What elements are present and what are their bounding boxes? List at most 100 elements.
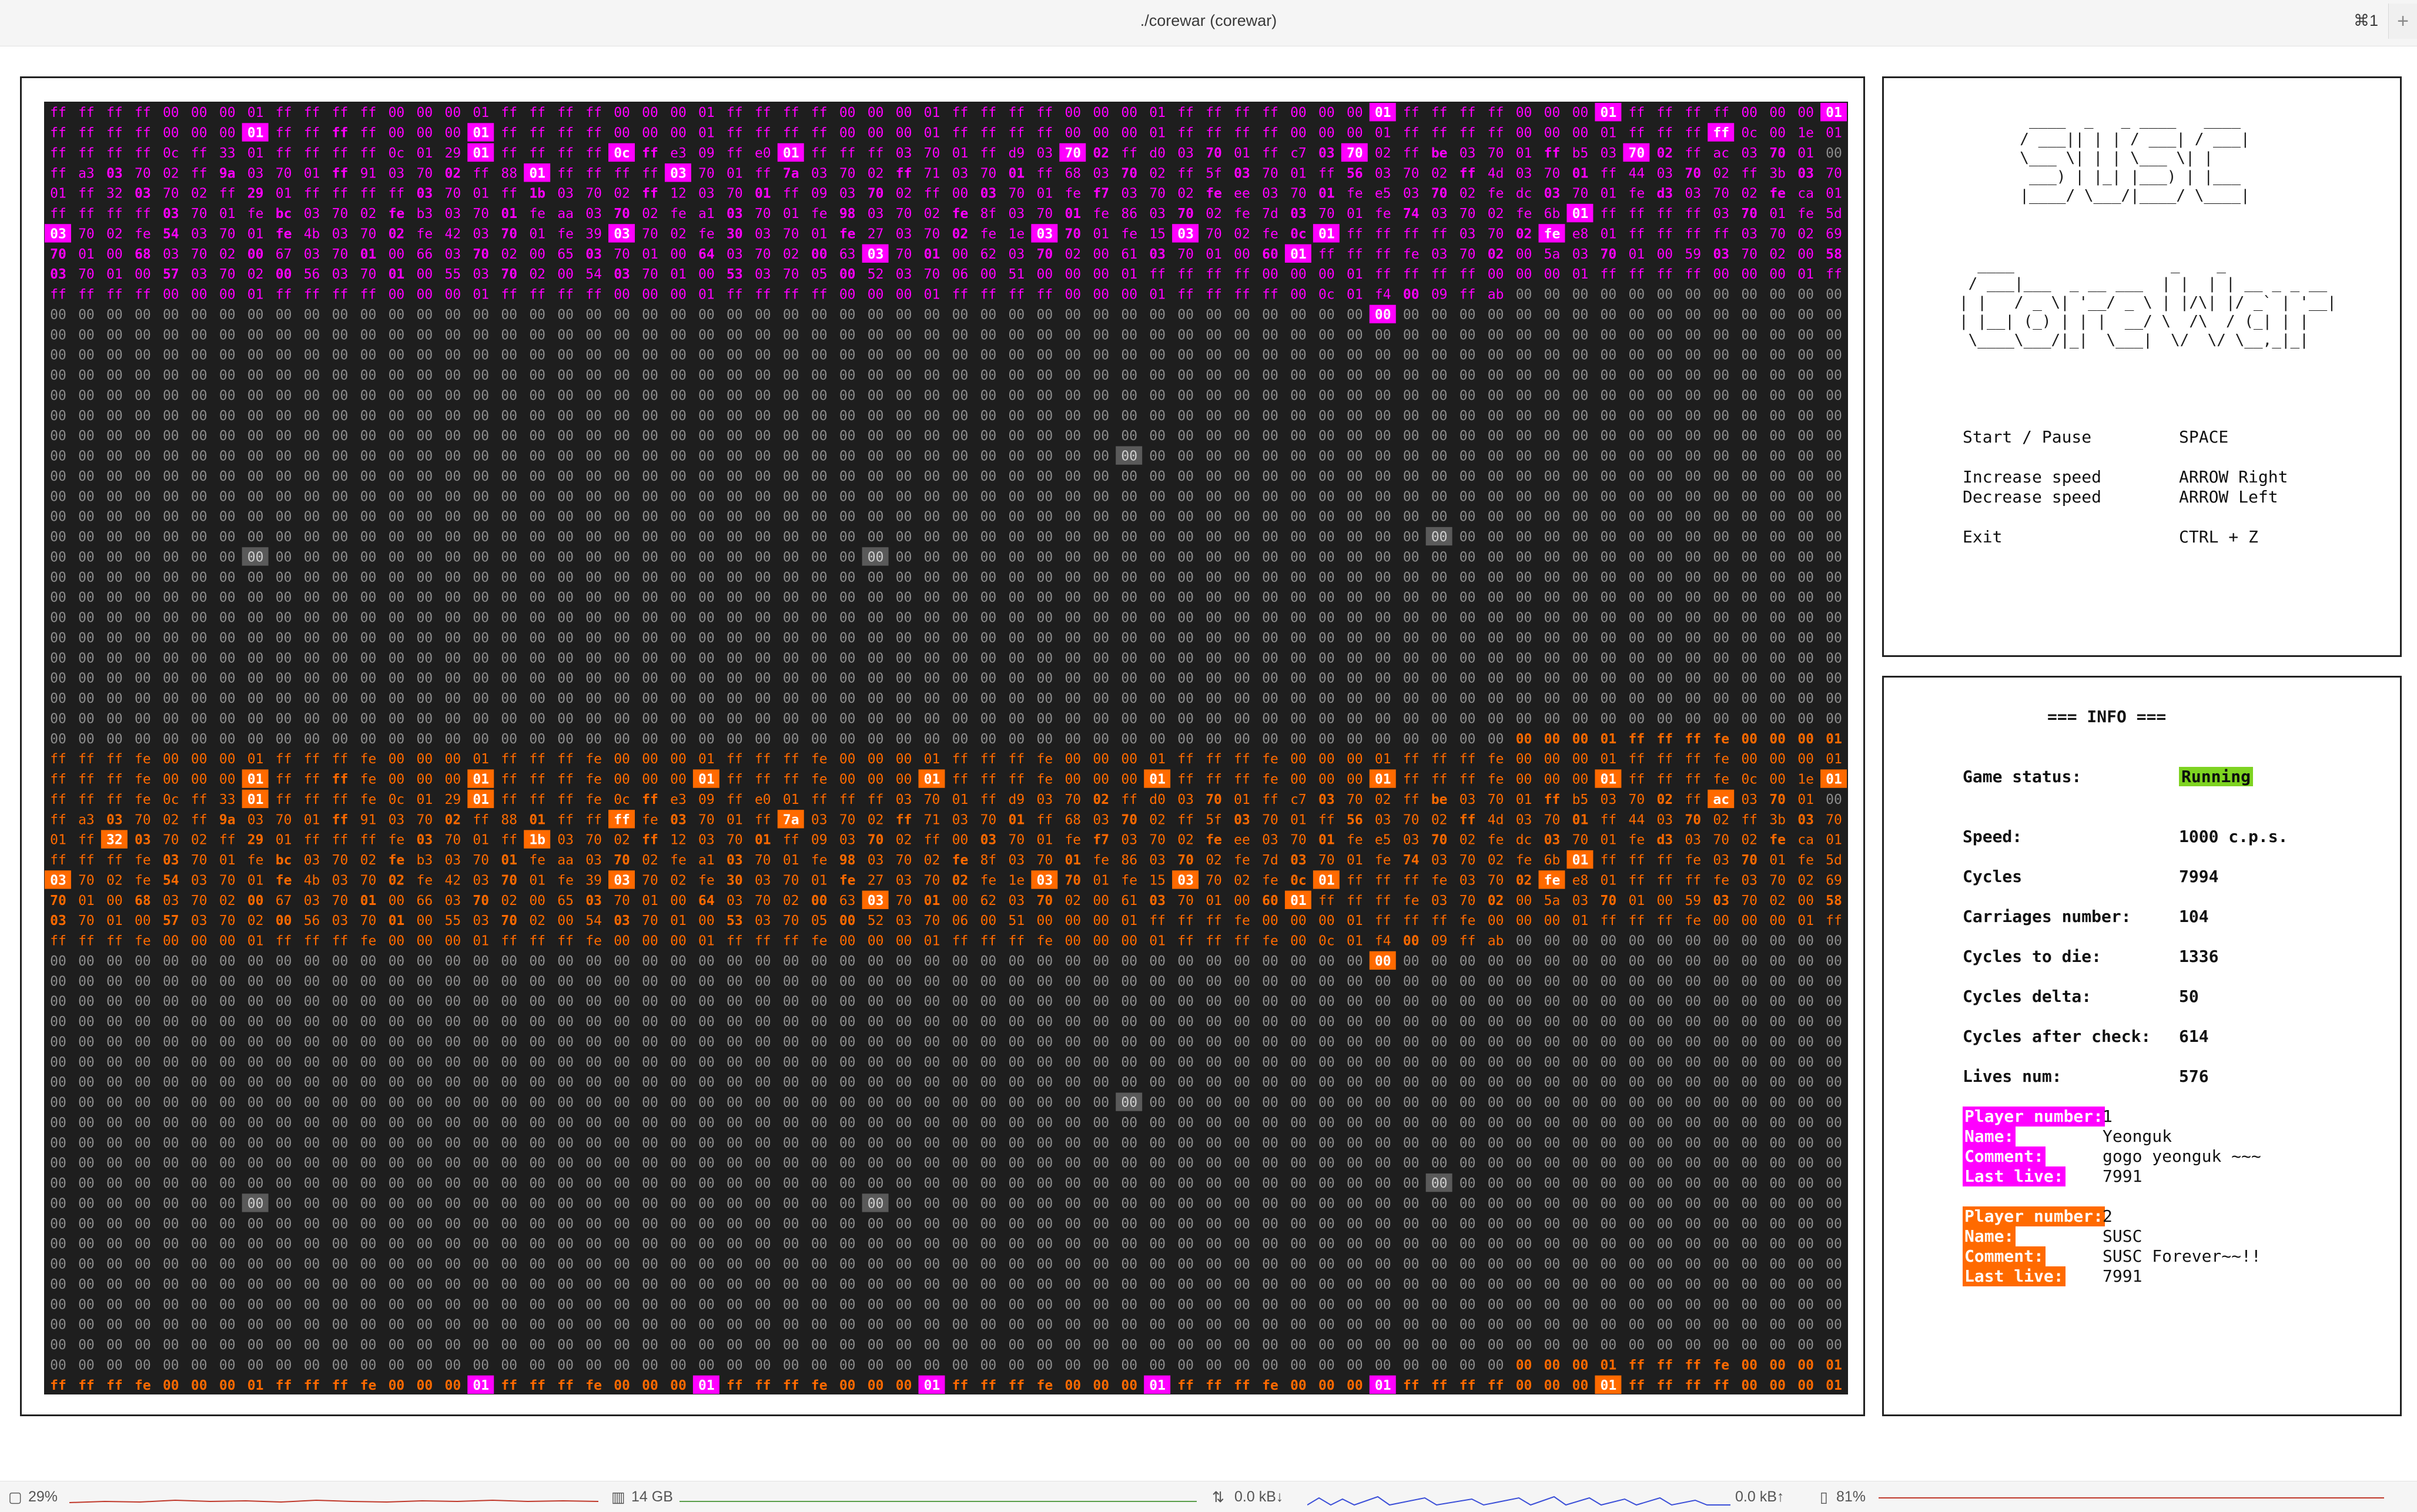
memory-byte: 00 (1347, 509, 1363, 525)
memory-byte: 01 (727, 166, 743, 181)
memory-byte: 00 (1685, 1337, 1701, 1353)
memory-byte: 00 (642, 1095, 658, 1111)
memory-byte: ff (1403, 146, 1420, 161)
memory-byte: ff (1459, 812, 1476, 827)
memory-byte: ff (1685, 126, 1701, 141)
memory-byte: 00 (1601, 1216, 1617, 1232)
memory-byte: 00 (1741, 1236, 1757, 1252)
memory-byte: 01 (1009, 166, 1025, 181)
memory-byte: 70 (1769, 873, 1786, 888)
memory-byte: 00 (896, 428, 912, 444)
memory-byte: 00 (1403, 1257, 1420, 1272)
memory-byte: 00 (839, 590, 856, 605)
memory-byte: 00 (642, 368, 658, 383)
memory-byte: 00 (219, 1378, 236, 1393)
memory-byte: 00 (1572, 1135, 1589, 1151)
memory-byte: 00 (360, 954, 377, 969)
memory-byte: 00 (952, 1135, 969, 1151)
memory-byte: 03 (332, 226, 349, 242)
memory-byte: 00 (1121, 1236, 1137, 1252)
memory-byte: 00 (1064, 651, 1081, 666)
memory-byte: 00 (783, 651, 799, 666)
memory-byte: 00 (1797, 1297, 1814, 1312)
memory-byte: 00 (1516, 1216, 1532, 1232)
memory-byte: 03 (50, 913, 66, 928)
memory-byte: 00 (1544, 1055, 1561, 1070)
memory-byte: 00 (444, 934, 461, 949)
memory-byte: 00 (1375, 1196, 1391, 1211)
memory-byte: 70 (1177, 893, 1194, 908)
memory-byte: 00 (1121, 570, 1137, 585)
memory-byte: 00 (1488, 691, 1504, 706)
memory-byte: 00 (219, 287, 236, 303)
memory-byte: 00 (501, 428, 517, 444)
memory-byte: 00 (642, 1055, 658, 1070)
memory-byte: 00 (332, 307, 349, 323)
memory-byte: fe (1797, 853, 1814, 868)
memory-byte: 01 (1375, 752, 1391, 767)
memory-byte: 00 (1347, 105, 1363, 120)
memory-byte: 00 (1656, 1156, 1673, 1171)
memory-byte: 00 (1544, 1135, 1561, 1151)
memory-byte: 00 (1769, 549, 1786, 565)
new-tab-button[interactable]: + (2388, 4, 2417, 39)
memory-byte: fe (1206, 186, 1222, 202)
memory-byte: 01 (1009, 812, 1025, 827)
memory-byte: 02 (1713, 166, 1729, 181)
memory-byte: 00 (332, 388, 349, 403)
memory-byte: 00 (1629, 1196, 1645, 1211)
memory-byte: 00 (1685, 691, 1701, 706)
memory-byte: 00 (1769, 509, 1786, 525)
memory-byte: 00 (50, 590, 66, 605)
memory-byte: ff (1685, 792, 1701, 807)
memory-byte: 00 (783, 1014, 799, 1030)
memory-byte: 00 (529, 428, 545, 444)
memory-byte: 00 (50, 449, 66, 464)
memory-byte: 01 (1036, 186, 1053, 202)
memory-byte: 00 (1826, 590, 1842, 605)
memory-byte: 00 (727, 1216, 743, 1232)
memory-byte: ff (727, 934, 743, 949)
memory-byte: ff (585, 105, 602, 120)
memory-byte: 00 (557, 327, 574, 343)
memory-byte: 00 (642, 449, 658, 464)
memory-byte: ff (78, 126, 95, 141)
memory-byte: 63 (839, 893, 856, 908)
memory-byte: ff (1403, 913, 1420, 928)
arena-panel: ff ff ff ff 00 00 00 01 ff ff ff ff 00 00 00 01 ff ff ff ff… (20, 76, 1865, 1416)
memory-byte: 00 (529, 1337, 545, 1353)
memory-byte: 00 (78, 469, 95, 484)
memory-byte: 00 (755, 307, 771, 323)
memory-byte: 00 (585, 1034, 602, 1050)
memory-byte: 00 (924, 327, 940, 343)
memory-byte: 00 (1149, 428, 1166, 444)
memory-byte: 00 (557, 388, 574, 403)
memory-byte: bc (276, 206, 292, 222)
memory-byte: e8 (1572, 226, 1589, 242)
memory-byte: 00 (1629, 449, 1645, 464)
memory-byte: 00 (1206, 691, 1222, 706)
memory-byte: 00 (1318, 1156, 1335, 1171)
memory-byte: 00 (1064, 974, 1081, 989)
memory-byte: 00 (952, 893, 969, 908)
memory-byte: 00 (360, 1095, 377, 1111)
memory-byte: ff (1629, 1357, 1645, 1373)
memory-byte: 00 (1459, 408, 1476, 424)
memory-byte: 00 (557, 1277, 574, 1292)
memory-byte: 01 (473, 105, 489, 120)
memory-byte: 70 (1826, 812, 1842, 827)
memory-byte: 01 (698, 1378, 715, 1393)
memory-byte: 00 (191, 105, 207, 120)
memory-byte: 00 (1121, 974, 1137, 989)
memory-byte: 00 (1459, 1317, 1476, 1333)
memory-byte: 00 (1713, 913, 1729, 928)
memory-byte: 00 (163, 105, 179, 120)
memory-byte: 00 (811, 1277, 828, 1292)
memory-byte: 00 (1516, 1337, 1532, 1353)
memory-byte: 00 (1601, 1156, 1617, 1171)
control-key: ARROW Right (2179, 467, 2288, 487)
memory-byte: 00 (417, 691, 433, 706)
memory-byte: 00 (247, 1014, 264, 1030)
memory-byte: 00 (1601, 408, 1617, 424)
memory-byte: 00 (529, 469, 545, 484)
